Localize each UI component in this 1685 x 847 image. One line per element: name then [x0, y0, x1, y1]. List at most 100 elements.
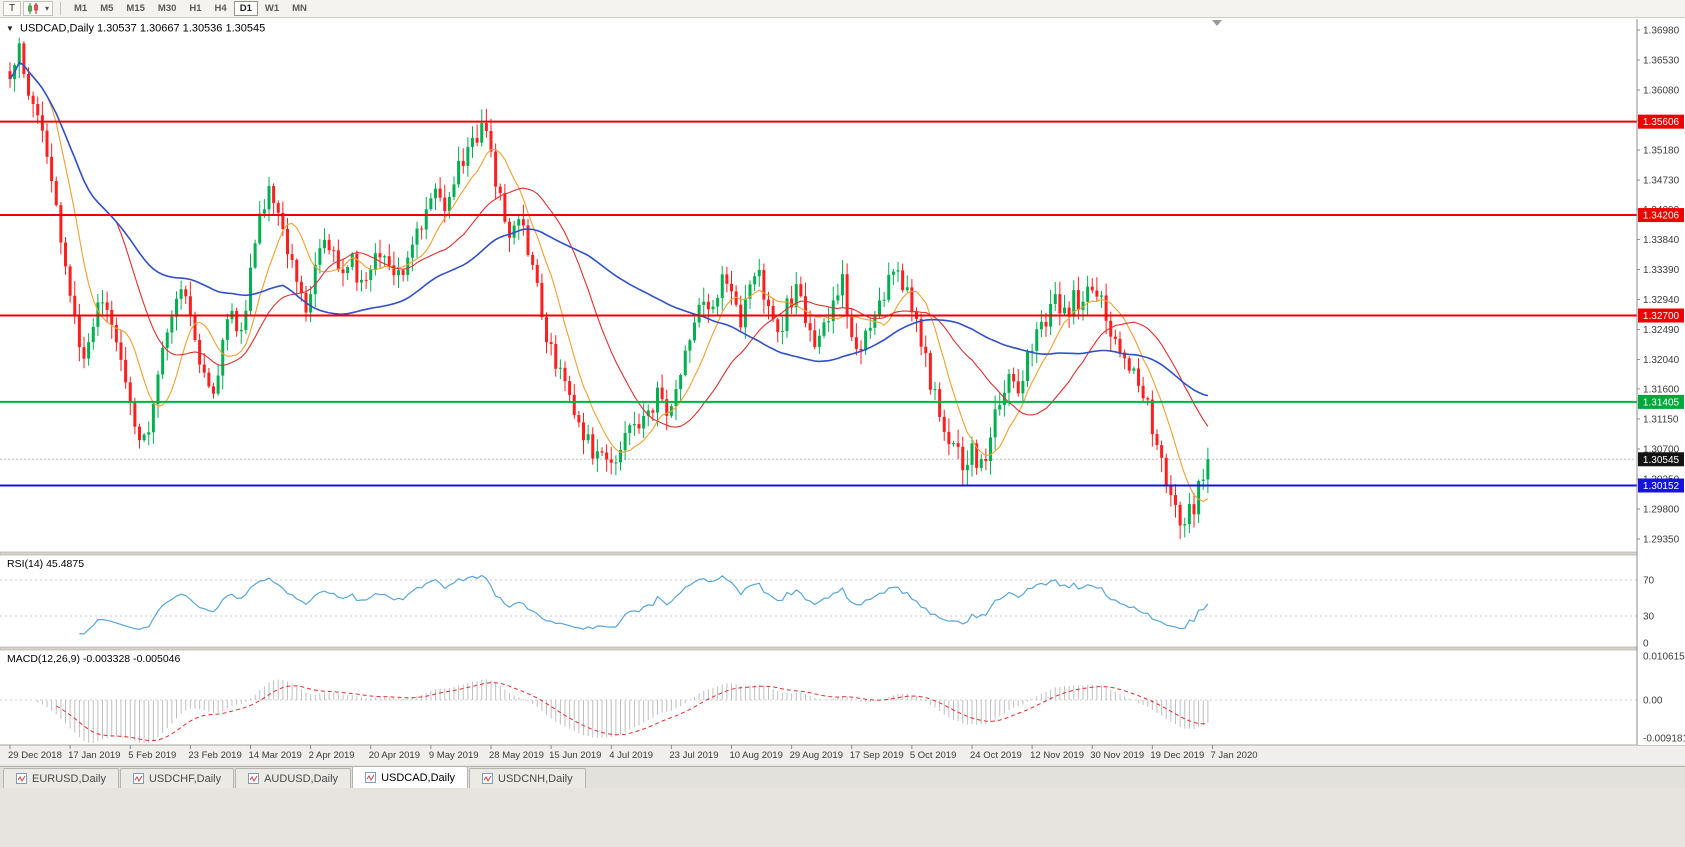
price-tick-label: 1.36980	[1643, 26, 1680, 37]
candle-up	[147, 432, 151, 435]
candle-down	[438, 188, 442, 198]
chart-shift-marker-icon[interactable]	[1212, 20, 1222, 26]
candle-down	[762, 269, 766, 300]
toolbar-separator	[60, 2, 62, 15]
ma-line-9[interactable]	[9, 61, 1209, 503]
candle-down	[545, 317, 548, 343]
price-badge-1.31405[interactable]: 1.31405	[1638, 394, 1684, 409]
price-axis-area[interactable]	[1637, 19, 1685, 745]
candle-up	[262, 209, 266, 214]
date-label: 30 Nov 2019	[1090, 750, 1144, 761]
candle-up	[87, 342, 91, 359]
candle-down	[1104, 295, 1108, 321]
candle-up	[424, 209, 428, 230]
price-tick-label: 1.36080	[1643, 86, 1680, 97]
price-badge-1.34206[interactable]: 1.34206	[1638, 208, 1684, 223]
candle-down	[401, 270, 405, 275]
candle-up	[743, 298, 747, 328]
candle-down	[1178, 504, 1182, 526]
candle-down	[928, 353, 932, 390]
candle-down	[605, 452, 609, 460]
candle-down	[771, 305, 775, 320]
candle-up	[836, 295, 840, 301]
candle-down	[901, 270, 905, 291]
timeframe-H1[interactable]: H1	[183, 1, 207, 16]
date-label: 17 Sep 2019	[850, 750, 904, 761]
timeframe-MN[interactable]: MN	[286, 1, 313, 16]
candle-down	[36, 103, 40, 116]
candle-down	[1090, 286, 1094, 291]
candle-down	[332, 250, 336, 252]
candle-up	[558, 367, 562, 369]
price-badge-1.30545[interactable]: 1.30545	[1638, 452, 1684, 467]
candle-up	[998, 405, 1002, 410]
tab-AUDUSD-Daily[interactable]: AUDUSD,Daily	[235, 768, 352, 788]
price-badge-1.32700[interactable]: 1.32700	[1638, 308, 1684, 323]
candle-down	[295, 259, 299, 282]
date-label: 10 Aug 2019	[730, 750, 783, 761]
candle-up	[466, 146, 470, 166]
candle-down	[290, 254, 294, 260]
candle-up	[142, 434, 146, 441]
price-badge-1.35606[interactable]: 1.35606	[1638, 114, 1684, 129]
panel-splitter-macd[interactable]	[0, 646, 1685, 651]
candle-up	[258, 213, 262, 244]
candle-down	[64, 242, 67, 267]
candle-up	[410, 244, 414, 258]
price-badge-bg	[1638, 208, 1684, 223]
price-badge-value: 1.32700	[1643, 311, 1680, 322]
candle-up	[720, 274, 724, 298]
tab-USDCAD-Daily[interactable]: USDCAD,Daily	[352, 766, 469, 788]
timeframe-M1[interactable]: M1	[68, 1, 93, 16]
candle-down	[498, 186, 502, 194]
rsi-axis-label: 30	[1643, 612, 1655, 623]
candle-down	[859, 348, 863, 351]
candle-up	[1053, 294, 1057, 304]
price-badge-1.30152[interactable]: 1.30152	[1638, 478, 1684, 493]
candle-down	[188, 296, 192, 316]
timeframe-W1[interactable]: W1	[259, 1, 285, 16]
candle-up	[397, 270, 400, 276]
candle-up	[970, 443, 974, 465]
candle-up	[373, 253, 377, 270]
dropdown-caret-icon: ▾	[45, 3, 50, 13]
candle-down	[1095, 290, 1099, 297]
candle-up	[586, 434, 590, 441]
tab-EURUSD-Daily[interactable]: EURUSD,Daily	[3, 768, 119, 788]
candle-down	[850, 315, 854, 338]
candle-up	[1081, 301, 1085, 310]
tab-USDCNH-Daily[interactable]: USDCNH,Daily	[469, 768, 586, 788]
candle-up	[1201, 479, 1205, 481]
candle-down	[105, 302, 109, 310]
candle-down	[984, 458, 988, 462]
timeframe-D1[interactable]: D1	[233, 1, 258, 16]
panel-splitter-rsi[interactable]	[0, 551, 1685, 556]
candle-down	[68, 266, 72, 296]
candle-down	[1058, 294, 1062, 314]
price-badge-bg	[1638, 394, 1684, 409]
candle-up	[683, 350, 687, 375]
tab-USDCHF-Daily[interactable]: USDCHF,Daily	[119, 768, 235, 788]
candle-up	[1187, 504, 1191, 525]
date-label: 28 May 2019	[489, 750, 544, 761]
timeframe-M30[interactable]: M30	[152, 1, 182, 16]
candle-up	[711, 306, 715, 310]
candle-down	[8, 71, 12, 80]
chart-type-button[interactable]: ▾	[23, 1, 54, 16]
ma-line-60[interactable]	[9, 61, 1209, 397]
timeframe-H4[interactable]: H4	[209, 1, 233, 16]
text-tool-button[interactable]: T	[3, 1, 21, 16]
candle-down	[193, 315, 197, 340]
macd-axis-label: 0.010615	[1643, 651, 1685, 662]
candle-up	[827, 321, 831, 323]
candle-up	[1072, 290, 1076, 317]
timeframe-M5[interactable]: M5	[94, 1, 119, 16]
candle-down	[1169, 484, 1173, 496]
candle-down	[484, 123, 488, 131]
candle-up	[151, 404, 155, 433]
timeframe-M15[interactable]: M15	[120, 1, 150, 16]
date-label: 2 Apr 2019	[309, 750, 355, 761]
price-badge-bg	[1638, 478, 1684, 493]
candle-down	[572, 394, 576, 416]
